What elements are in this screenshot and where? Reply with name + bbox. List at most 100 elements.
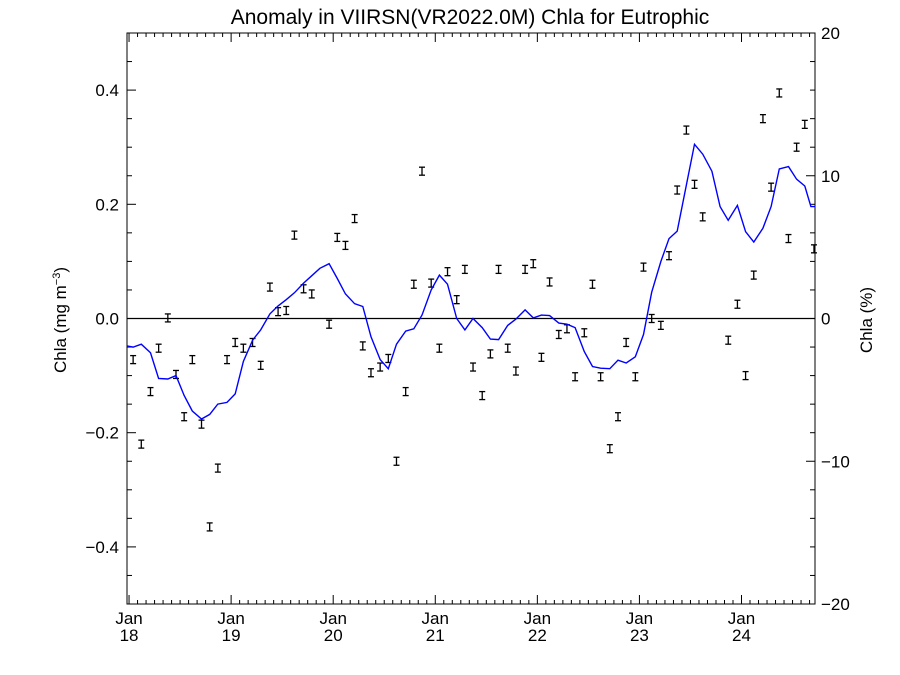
data-point xyxy=(555,329,562,340)
data-point xyxy=(512,366,519,376)
data-point xyxy=(785,233,792,244)
data-point xyxy=(206,522,213,532)
data-point xyxy=(444,267,451,277)
data-point xyxy=(640,262,647,272)
x-tick-year-label: 22 xyxy=(528,626,547,645)
smoothed-anomaly-line xyxy=(126,142,815,420)
x-tick-month-label: Jan xyxy=(217,609,244,628)
data-point xyxy=(283,305,290,316)
data-point xyxy=(487,349,494,359)
data-point xyxy=(367,368,374,378)
x-tick-month-label: Jan xyxy=(115,609,142,628)
data-point xyxy=(572,372,579,382)
data-point xyxy=(479,390,486,401)
right-axis: −20 −10 0 10 20 xyxy=(806,24,850,614)
data-point xyxy=(810,244,817,254)
data-point xyxy=(589,279,596,289)
x-tick-year-label: 21 xyxy=(426,626,445,645)
data-point xyxy=(410,279,417,289)
data-point xyxy=(164,313,171,323)
left-tick-label: −0.4 xyxy=(85,538,119,557)
data-point xyxy=(504,343,511,353)
data-point xyxy=(768,182,775,192)
data-point xyxy=(266,282,273,292)
data-point xyxy=(419,166,426,176)
data-point xyxy=(189,354,196,365)
data-point xyxy=(232,337,239,348)
data-point xyxy=(759,114,766,124)
data-point xyxy=(614,412,621,422)
x-tick-month-label: Jan xyxy=(422,609,449,628)
anomaly-points xyxy=(130,88,817,532)
data-point xyxy=(563,324,570,334)
data-point xyxy=(130,354,137,365)
right-tick-label: 10 xyxy=(821,167,840,186)
chart-title: Anomaly in VIIRSN(VR2022.0M) Chla for Eu… xyxy=(231,6,710,29)
data-point xyxy=(581,328,588,338)
data-point xyxy=(742,370,749,381)
data-point xyxy=(793,142,800,152)
data-point xyxy=(359,341,366,351)
right-tick-label: 20 xyxy=(821,24,840,43)
x-tick-month-label: Jan xyxy=(319,609,346,628)
data-point xyxy=(666,251,673,261)
x-tick-month-label: Jan xyxy=(626,609,653,628)
data-point xyxy=(326,319,333,329)
data-point xyxy=(546,277,553,287)
data-point xyxy=(522,264,529,275)
data-point xyxy=(674,185,681,195)
data-point xyxy=(308,289,315,299)
left-tick-label: 0.2 xyxy=(95,195,119,214)
left-tick-label: 0.4 xyxy=(95,81,119,100)
data-point xyxy=(725,335,732,345)
x-tick-month-label: Jan xyxy=(524,609,551,628)
x-tick-year-label: 24 xyxy=(732,626,751,645)
right-tick-label: 0 xyxy=(821,310,830,329)
data-point xyxy=(257,360,264,370)
left-tick-label: −0.2 xyxy=(85,424,119,443)
data-point xyxy=(393,456,400,466)
data-point xyxy=(632,372,639,382)
data-point xyxy=(147,386,154,397)
right-tick-label: −20 xyxy=(821,595,850,614)
data-point xyxy=(657,320,664,331)
data-point xyxy=(214,463,221,473)
data-point xyxy=(224,354,231,365)
left-axis: −0.4 −0.2 0.0 0.2 0.4 xyxy=(85,32,136,605)
data-point xyxy=(606,444,613,454)
data-point xyxy=(377,362,384,372)
left-tick-label: 0.0 xyxy=(95,310,119,329)
data-point xyxy=(683,125,690,135)
right-tick-label: −10 xyxy=(821,452,850,471)
data-point xyxy=(334,232,341,243)
data-point xyxy=(342,240,349,251)
y-axis-label-left: Chla (mg m−3) xyxy=(51,267,70,373)
data-point xyxy=(138,439,145,449)
x-tick-year-label: 20 xyxy=(324,626,343,645)
data-point xyxy=(623,337,630,348)
data-point xyxy=(538,352,545,362)
data-point xyxy=(691,179,698,189)
data-point xyxy=(699,212,706,222)
x-tick-month-label: Jan xyxy=(728,609,755,628)
data-point xyxy=(198,419,205,429)
data-point xyxy=(495,264,502,275)
x-tick-year-label: 19 xyxy=(222,626,241,645)
data-point xyxy=(776,88,783,98)
data-point xyxy=(351,213,358,224)
x-tick-year-label: 23 xyxy=(630,626,649,645)
data-point xyxy=(801,119,808,130)
data-point xyxy=(181,412,188,422)
data-point xyxy=(453,295,460,305)
x-tick-year-label: 18 xyxy=(120,626,139,645)
y-axis-label-right: Chla (%) xyxy=(857,287,876,353)
data-point xyxy=(597,372,604,382)
data-point xyxy=(155,343,162,353)
data-point xyxy=(291,230,298,240)
data-point xyxy=(402,386,409,397)
data-point xyxy=(734,299,741,309)
data-point xyxy=(461,264,468,275)
data-point xyxy=(530,259,537,269)
data-point xyxy=(470,362,477,372)
